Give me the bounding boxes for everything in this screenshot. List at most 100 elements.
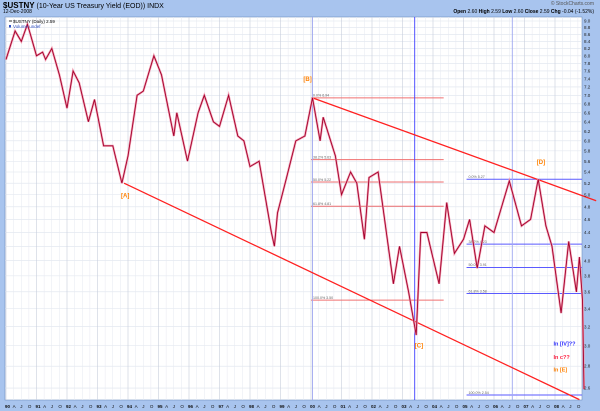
fibonacci-levels: 0.0% 6.94 38.2% 5.63 50.0% 5.22 61.8% 4.81 1… — [311, 94, 582, 396]
x-tick-label-month: O — [241, 404, 245, 409]
y-tick-label: 5.0 — [584, 192, 591, 197]
wave-label: [A] — [121, 194, 129, 200]
price-line — [5, 22, 585, 390]
legend-series: $USTNY (Daily) 2.59 — [13, 19, 55, 24]
x-tick-label-month: A — [379, 404, 382, 409]
wave-label: In [IV]?? — [554, 342, 577, 348]
x-tick-label-month: O — [58, 404, 62, 409]
wave-label: In [E] — [554, 367, 568, 373]
trendline — [123, 182, 580, 401]
x-tick-label-month: O — [455, 404, 459, 409]
x-tick-label-month: A — [318, 404, 321, 409]
x-tick-label-month: O — [180, 404, 184, 409]
chg-value: -0.04 (-1.52%) — [562, 9, 594, 15]
y-tick-label: 6.6 — [584, 110, 591, 115]
x-tick-label-month: J — [203, 404, 205, 409]
x-tick-label-month: A — [165, 404, 168, 409]
chart-header: $USTNY (10-Year US Treasury Yield (EOD))… — [0, 0, 600, 17]
y-tick-label: 4.8 — [584, 204, 591, 209]
x-tick-label-month: J — [51, 404, 53, 409]
x-tick-label-year: 04 — [432, 404, 438, 409]
x-tick-label-month: O — [546, 404, 550, 409]
close-value: 2.59 — [539, 9, 550, 15]
x-tick-label-month: O — [363, 404, 367, 409]
x-tick-label-month: A — [348, 404, 351, 409]
close-label: Close — [524, 9, 539, 15]
fib-level-label: 100.0% 3.50 — [313, 296, 333, 300]
x-tick-label-month: A — [501, 404, 504, 409]
y-tick-label: 5.6 — [584, 159, 591, 164]
high-value: 2.59 — [491, 9, 501, 15]
high-label: High — [478, 9, 490, 15]
vertical-markers — [312, 17, 513, 400]
x-tick-label-month: O — [485, 404, 489, 409]
x-tick-label-month: J — [81, 404, 83, 409]
x-tick-label-month: A — [531, 404, 534, 409]
x-tick-label-year: 07 — [524, 404, 530, 409]
x-tick-label-month: A — [13, 404, 16, 409]
y-tick-label: 5.4 — [584, 170, 591, 175]
trendline — [312, 97, 597, 202]
y-tick-label: 8.4 — [584, 39, 591, 44]
wave-label: [C] — [415, 344, 423, 350]
y-tick-label: 8.6 — [584, 32, 591, 37]
x-tick-label-month: O — [119, 404, 123, 409]
y-tick-label: 6.4 — [584, 119, 591, 124]
plot-area — [4, 16, 583, 401]
x-tick-label-year: 92 — [66, 404, 72, 409]
fib-level-label: 38.2% 5.63 — [313, 155, 331, 159]
x-tick-label-year: 03 — [402, 404, 408, 409]
x-tick-label-month: A — [409, 404, 412, 409]
x-tick-label-year: 05 — [463, 404, 469, 409]
y-tick-label: 5.2 — [584, 181, 591, 186]
x-tick-label-year: 01 — [341, 404, 347, 409]
y-tick-label: 3.4 — [584, 306, 591, 311]
x-tick-label-month: J — [356, 404, 358, 409]
x-tick-label-month: J — [478, 404, 480, 409]
x-tick-label-month: O — [272, 404, 276, 409]
x-tick-label-year: 96 — [188, 404, 194, 409]
wave-label: In c?? — [554, 355, 571, 361]
x-tick-label-month: J — [508, 404, 510, 409]
y-tick-label: 3.0 — [584, 343, 591, 348]
x-tick-label-year: 98 — [249, 404, 255, 409]
x-tick-label-month: O — [211, 404, 215, 409]
x-tick-label-year: 08 — [554, 404, 560, 409]
symbol: $USTNY — [3, 1, 35, 10]
symbol-name: (10-Year US Treasury Yield (EOD)) INDX — [36, 3, 164, 10]
y-tick-label: 6.2 — [584, 129, 591, 134]
y-tick-label: 4.6 — [584, 217, 591, 222]
y-tick-label: 3.2 — [584, 324, 591, 329]
x-tick-label-year: 06 — [493, 404, 499, 409]
fib-level-label: 61.8% 4.81 — [313, 202, 331, 206]
y-tick-label: 7.6 — [584, 69, 591, 74]
fib-level-label: 61.8% 3.58 — [469, 289, 487, 293]
fib-level-label: 50.0% 5.22 — [313, 178, 331, 182]
open-value: 2.60 — [467, 9, 478, 15]
x-tick-label-year: 91 — [36, 404, 42, 409]
x-tick-label-month: J — [417, 404, 419, 409]
y-tick-label: 9.0 — [584, 19, 591, 24]
x-tick-label-month: O — [302, 404, 306, 409]
x-tick-label-month: O — [394, 404, 398, 409]
x-tick-label-month: J — [112, 404, 114, 409]
chg-label: Chg — [550, 9, 561, 15]
x-tick-label-month: A — [562, 404, 565, 409]
x-tick-label-year: 99 — [280, 404, 286, 409]
legend-volume: Volume undef — [13, 24, 41, 29]
x-tick-label-month: J — [173, 404, 175, 409]
fib-level-label: 0.0% 5.27 — [469, 175, 485, 179]
x-tick-label-month: J — [325, 404, 327, 409]
x-tick-label-month: A — [74, 404, 77, 409]
annotations: [A] [B] [C] [D] In [IV]?? In c?? In [E] — [121, 77, 576, 374]
y-tick-label: 7.8 — [584, 61, 591, 66]
y-tick-label: 4.0 — [584, 258, 591, 263]
x-tick-label-month: O — [577, 404, 581, 409]
y-tick-label: 7.2 — [584, 85, 591, 90]
x-tick-label-month: A — [287, 404, 290, 409]
x-tick-label-month: A — [196, 404, 199, 409]
y-tick-label: 2.8 — [584, 364, 591, 369]
legend-volume-swatch — [9, 25, 11, 28]
x-tick-label-month: J — [539, 404, 541, 409]
x-axis: 90 A J O 91 A J O 92 A J O 93 A J O 94 A J O 95 A J O 96 A J O 97 A J O… — [5, 404, 581, 409]
